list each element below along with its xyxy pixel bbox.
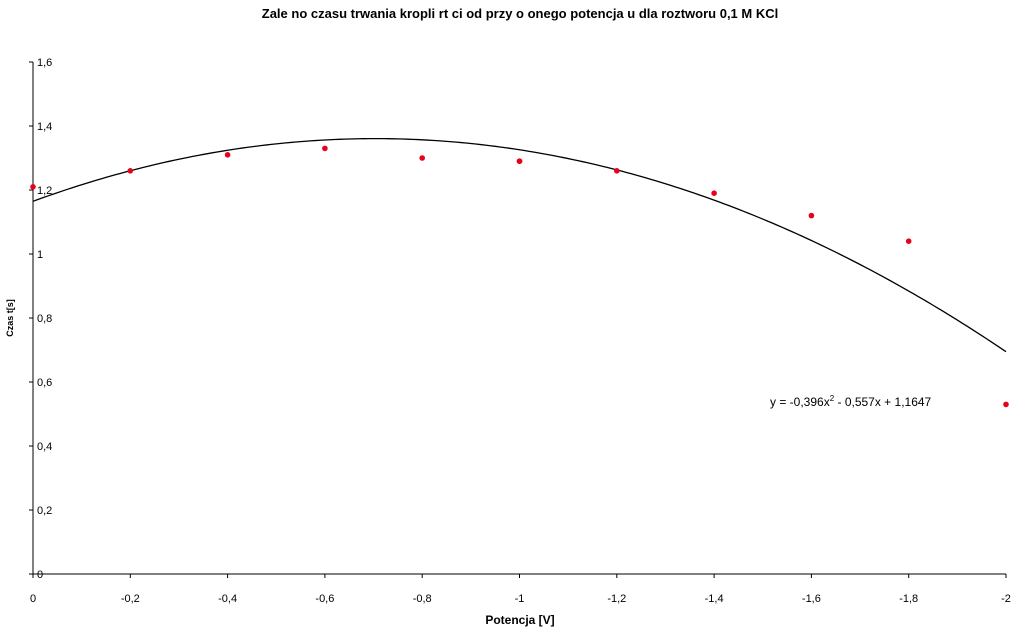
- y-ticks: 0 0,2 0,4 0,6 0,8 1 1,2 1,4 1,6: [29, 57, 52, 581]
- data-point: [614, 168, 620, 174]
- x-tick-label: -1: [515, 593, 525, 605]
- y-tick-label: 1,6: [37, 57, 52, 69]
- y-tick-label: 0,4: [37, 441, 52, 453]
- data-point: [905, 238, 912, 244]
- x-tick-label: -1,4: [705, 593, 724, 605]
- x-axis-title: Potencja [V]: [485, 613, 554, 627]
- x-tick-label: -0,8: [413, 593, 432, 605]
- data-point: [711, 190, 717, 196]
- trendline-equation: y = -0,396x2 - 0,557x + 1,1647: [770, 394, 932, 409]
- x-tick-label: -2: [1001, 593, 1011, 605]
- x-ticks: 0 -0,2 -0,4 -0,6 -0,8 -1 -1,2 -1,4 -1,6 -1,8 -2: [30, 574, 1011, 605]
- data-point: [127, 168, 134, 174]
- data-point: [808, 212, 815, 219]
- data-point: [516, 158, 523, 164]
- x-tick-label: -0,2: [121, 593, 140, 605]
- x-tick-label: -0,6: [315, 593, 334, 605]
- data-point: [1003, 401, 1009, 408]
- equation-suffix: - 0,557x + 1,1647: [834, 395, 931, 409]
- data-point: [30, 184, 36, 190]
- data-point: [224, 152, 231, 158]
- trendline: [32, 137, 1007, 353]
- equation-exponent: 2: [830, 394, 835, 403]
- y-tick-label: 0: [37, 569, 43, 581]
- y-tick-label: 1,2: [37, 185, 52, 197]
- y-tick-label: 0,2: [37, 505, 52, 517]
- y-tick-label: 0,8: [37, 313, 52, 325]
- x-tick-label: -1,6: [802, 593, 821, 605]
- data-points: [30, 145, 1009, 408]
- y-tick-label: 1: [37, 249, 43, 261]
- y-tick-label: 1,4: [37, 121, 52, 133]
- x-tick-label: -1,2: [607, 593, 626, 605]
- equation-prefix: y = -0,396x: [770, 395, 830, 409]
- axes: [32, 62, 1006, 575]
- x-tick-label: 0: [30, 593, 36, 605]
- data-point: [322, 145, 328, 152]
- x-tick-label: -0,4: [218, 593, 237, 605]
- chart-title: Zale no czasu trwania kropli rt ci od pr…: [262, 6, 778, 21]
- y-tick-label: 0,6: [37, 377, 52, 389]
- x-tick-label: -1,8: [899, 593, 918, 605]
- data-point: [419, 155, 426, 161]
- y-axis-title: Czas t[s]: [5, 299, 15, 337]
